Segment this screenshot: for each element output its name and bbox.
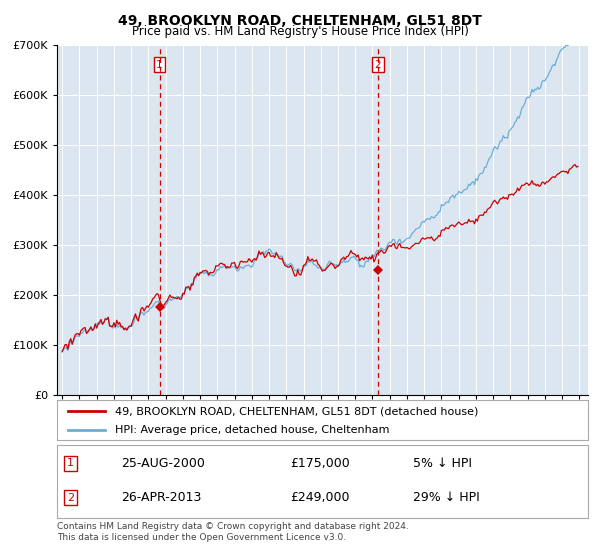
Text: Price paid vs. HM Land Registry's House Price Index (HPI): Price paid vs. HM Land Registry's House … bbox=[131, 25, 469, 38]
Text: 1: 1 bbox=[67, 459, 74, 468]
Text: 2: 2 bbox=[67, 493, 74, 503]
Text: 25-AUG-2000: 25-AUG-2000 bbox=[121, 457, 205, 470]
Text: 49, BROOKLYN ROAD, CHELTENHAM, GL51 8DT: 49, BROOKLYN ROAD, CHELTENHAM, GL51 8DT bbox=[118, 14, 482, 28]
Text: 29% ↓ HPI: 29% ↓ HPI bbox=[413, 491, 479, 504]
Text: Contains HM Land Registry data © Crown copyright and database right 2024.: Contains HM Land Registry data © Crown c… bbox=[57, 522, 409, 531]
Text: 26-APR-2013: 26-APR-2013 bbox=[121, 491, 201, 504]
Text: 49, BROOKLYN ROAD, CHELTENHAM, GL51 8DT (detached house): 49, BROOKLYN ROAD, CHELTENHAM, GL51 8DT … bbox=[115, 407, 479, 417]
Text: £175,000: £175,000 bbox=[290, 457, 350, 470]
Text: £249,000: £249,000 bbox=[290, 491, 350, 504]
Text: 5% ↓ HPI: 5% ↓ HPI bbox=[413, 457, 472, 470]
Text: 2: 2 bbox=[375, 60, 382, 70]
Text: HPI: Average price, detached house, Cheltenham: HPI: Average price, detached house, Chel… bbox=[115, 425, 390, 435]
Text: 1: 1 bbox=[156, 60, 163, 70]
Text: This data is licensed under the Open Government Licence v3.0.: This data is licensed under the Open Gov… bbox=[57, 533, 346, 542]
